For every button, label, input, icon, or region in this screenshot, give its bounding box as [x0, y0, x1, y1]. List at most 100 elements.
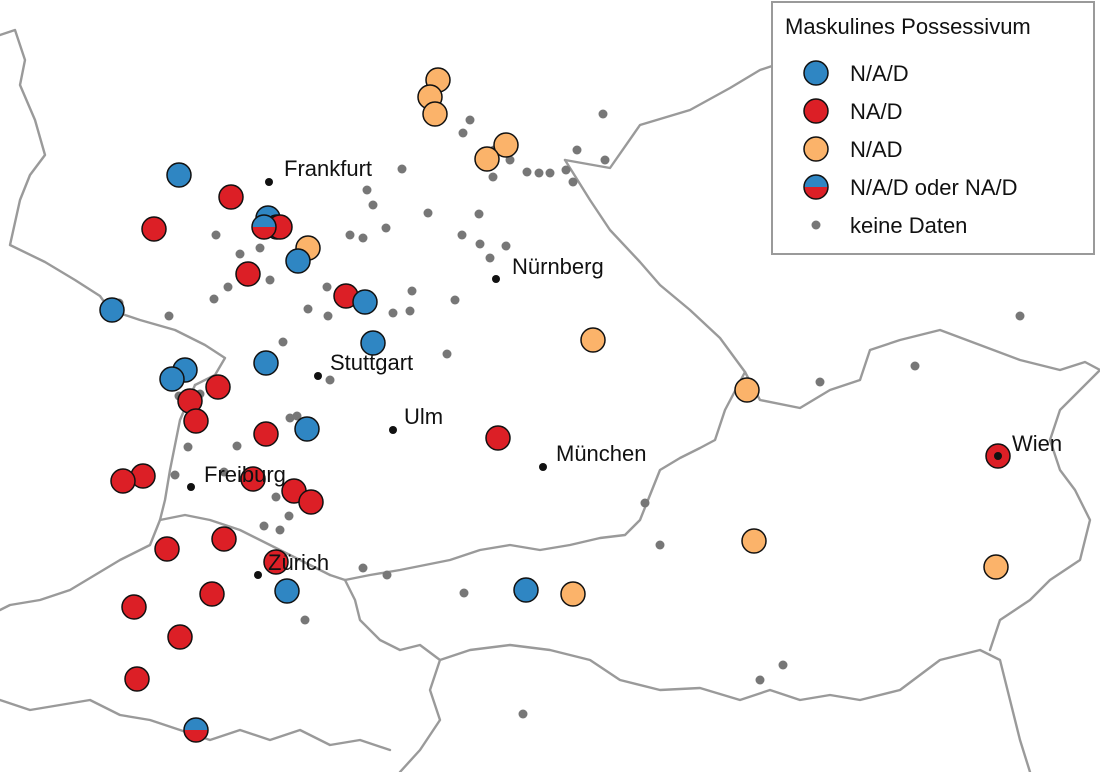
no-data-point: [778, 660, 788, 670]
no-data-point: [325, 375, 335, 385]
no-data-point: [278, 337, 288, 347]
data-marker-na-d: [485, 425, 511, 451]
no-data-point: [275, 525, 285, 535]
no-data-point: [211, 230, 221, 240]
data-marker-na-d: [124, 666, 150, 692]
no-data-point: [322, 282, 332, 292]
no-data-point: [292, 411, 302, 421]
no-data-point: [572, 145, 582, 155]
city-label: Zürich: [268, 550, 329, 575]
no-data-point: [518, 709, 528, 719]
data-marker-na-d: [298, 489, 324, 515]
city-label: Ulm: [404, 404, 443, 429]
no-data-point: [300, 615, 310, 625]
city-label: München: [556, 441, 647, 466]
data-marker-nad-sep: [360, 330, 386, 356]
no-data-point: [255, 243, 265, 253]
legend: Maskulines Possessivum N/A/D NA/D N/AD N…: [771, 1, 1095, 255]
data-marker-nad-sep: [513, 577, 539, 603]
no-data-point: [600, 155, 610, 165]
data-marker-na-d: [211, 526, 237, 552]
no-data-point: [265, 275, 275, 285]
no-data-point: [223, 282, 233, 292]
no-data-point: [232, 441, 242, 451]
data-marker-nad-sep: [159, 366, 185, 392]
data-marker-nad-sep: [352, 289, 378, 315]
no-data-point: [183, 442, 193, 452]
no-data-point: [345, 230, 355, 240]
no-data-point: [501, 241, 511, 251]
no-data-point: [388, 308, 398, 318]
city-point: [265, 178, 273, 186]
no-data-point: [522, 167, 532, 177]
city-label: Frankfurt: [284, 156, 372, 181]
border-bohemia-south: [563, 158, 1100, 410]
city-labels: Frankfurt Nürnberg Stuttgart Ulm München Frei…: [187, 156, 1062, 579]
data-marker-na-d: [240, 466, 266, 492]
data-marker-nad-sep: [99, 297, 125, 323]
no-data-point: [209, 294, 219, 304]
data-marker-na-d: [110, 468, 136, 494]
no-data-point: [284, 511, 294, 521]
no-data-point: [534, 168, 544, 178]
no-data-point: [457, 230, 467, 240]
no-data-point: [442, 349, 452, 359]
city-point: [314, 372, 322, 380]
no-data-point: [910, 361, 920, 371]
no-data-point: [655, 540, 665, 550]
legend-item-nodata: keine Daten: [811, 213, 967, 238]
no-data-point: [368, 200, 378, 210]
no-data-point: [271, 492, 281, 502]
legend-item-nad-merged: NA/D: [803, 98, 903, 124]
no-data-point: [235, 249, 245, 259]
legend-item-nad-acc: N/AD: [803, 136, 903, 162]
no-data-point: [450, 295, 460, 305]
no-data-point: [815, 377, 825, 387]
data-marker-na-d: [141, 216, 167, 242]
data-marker-na-d: [235, 261, 261, 287]
no-data-point: [485, 253, 495, 263]
data-marker-nad-sep: [166, 162, 192, 188]
city-point: [187, 483, 195, 491]
city-point: [492, 275, 500, 283]
data-marker-na-d: [253, 421, 279, 447]
data-marker-na-d: [205, 374, 231, 400]
city-label: Freiburg: [204, 462, 286, 487]
no-data-point: [488, 172, 498, 182]
no-data-point: [164, 311, 174, 321]
border-austria-south: [438, 643, 1032, 772]
data-marker-n-ad: [741, 528, 767, 554]
no-data-point: [474, 209, 484, 219]
no-data-point: [1015, 311, 1025, 321]
city-point: [389, 426, 397, 434]
data-marker-n-ad: [580, 327, 606, 353]
data-marker-n-ad: [983, 554, 1009, 580]
no-data-point: [362, 185, 372, 195]
legend-box: [771, 1, 1095, 255]
data-marker-mixed: [251, 214, 277, 240]
data-marker-na-d: [199, 581, 225, 607]
data-marker-na-d: [167, 624, 193, 650]
data-marker-n-ad: [560, 581, 586, 607]
no-data-point: [459, 588, 469, 598]
no-data-point: [259, 521, 269, 531]
legend-label-nodata: keine Daten: [850, 213, 967, 238]
no-data-point: [285, 413, 295, 423]
data-marker-na-d: [154, 536, 180, 562]
legend-label-mixed: N/A/D oder NA/D: [850, 175, 1018, 200]
data-marker-mixed: [183, 717, 209, 743]
city-point: [254, 571, 262, 579]
data-marker-nad-sep: [253, 350, 279, 376]
no-data-point: [397, 164, 407, 174]
no-data-point: [755, 675, 765, 685]
legend-symbol-mixed: [803, 174, 829, 200]
no-data-point: [405, 306, 415, 316]
legend-label-nad: N/A/D: [850, 61, 909, 86]
no-data-point: [640, 498, 650, 508]
data-marker-na-d: [218, 184, 244, 210]
data-markers: [99, 67, 1011, 743]
data-marker-na-d: [183, 408, 209, 434]
data-marker-nad-sep: [285, 248, 311, 274]
no-data-point: [358, 233, 368, 243]
